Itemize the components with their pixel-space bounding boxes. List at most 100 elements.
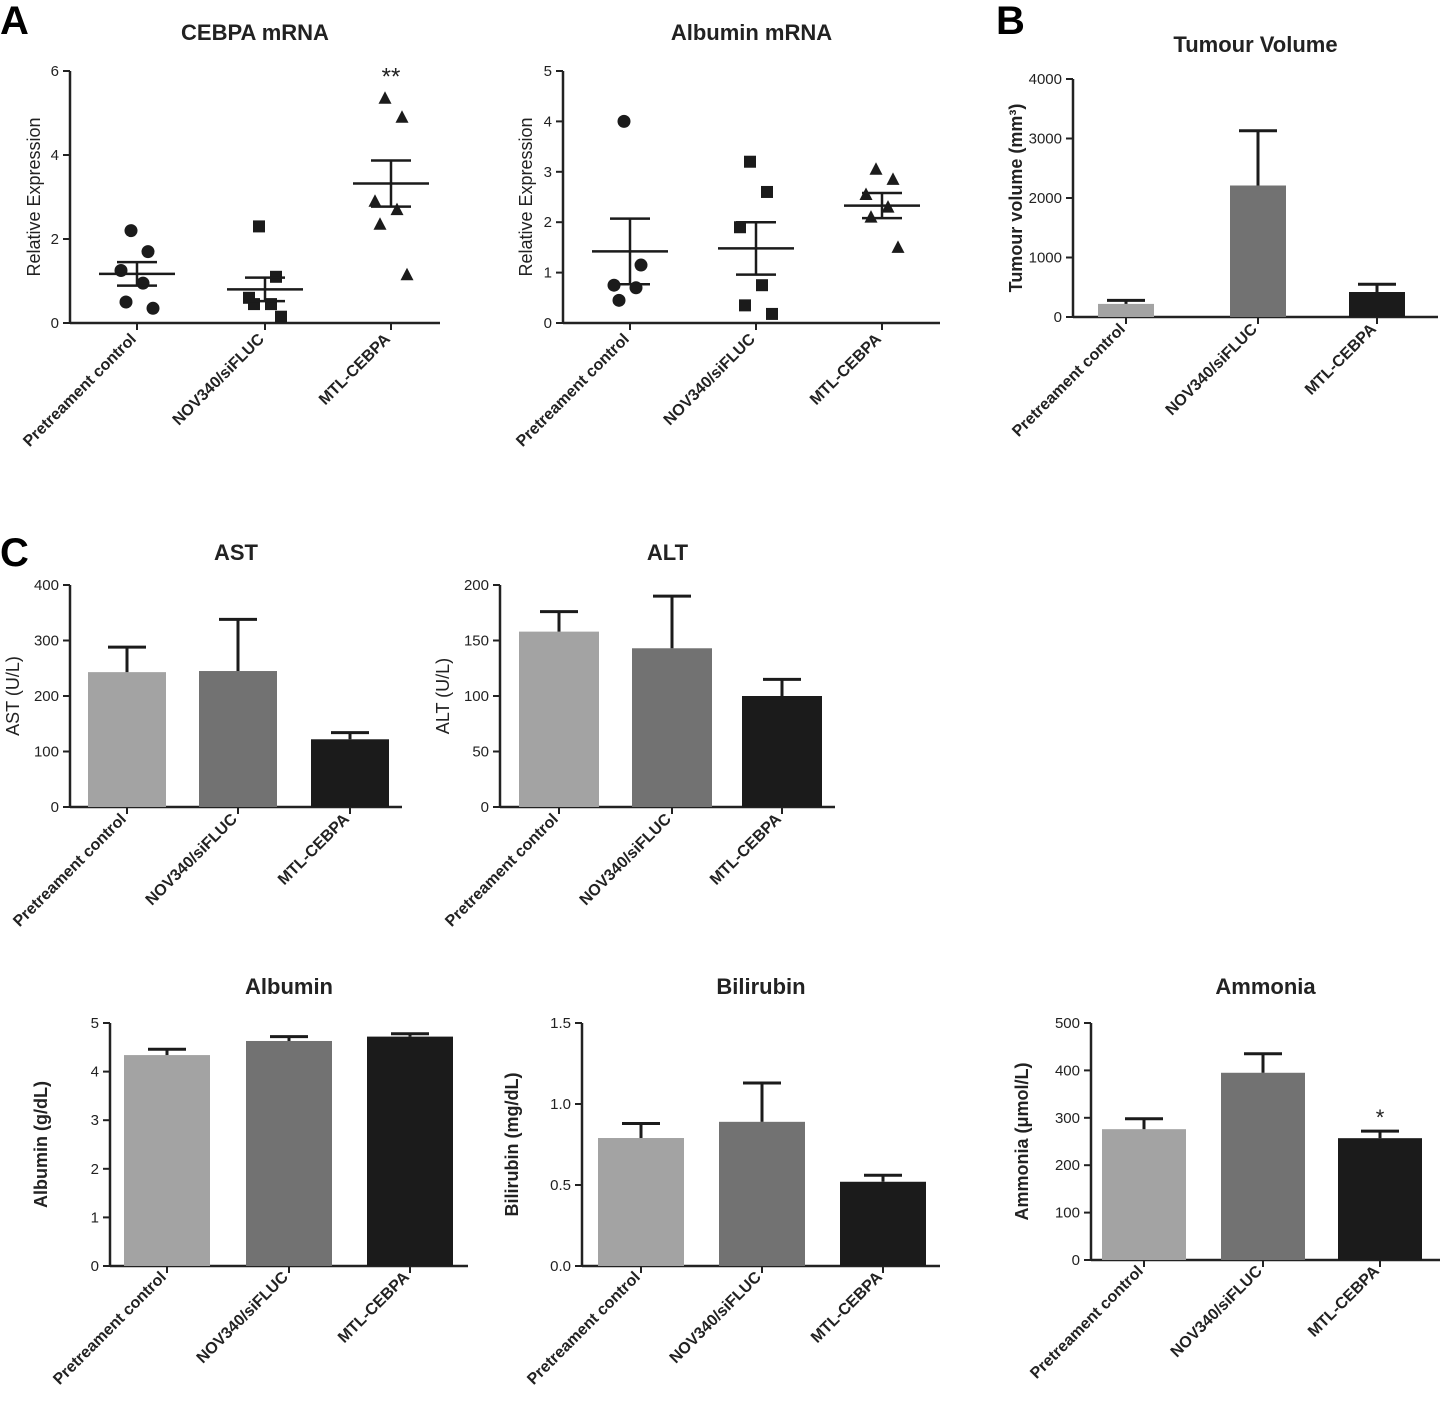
y-tick-label: 0: [1054, 309, 1062, 326]
y-tick-label: 50: [472, 744, 489, 761]
y-tick-label: 0.0: [550, 1258, 571, 1275]
significance-label: *: [1376, 1105, 1385, 1130]
x-tick-label: MTL-CEBPA: [707, 810, 785, 888]
y-tick-label: 100: [34, 744, 59, 761]
data-point: [617, 114, 631, 128]
x-tick-label: Pretreament control: [513, 331, 633, 451]
chart-title: Albumin: [245, 974, 333, 999]
chart-albumin: Albumin 0 1 2 3 4 5 Albumin (g/dL) Pretreament c…: [31, 974, 468, 1388]
data-point: [891, 240, 905, 253]
chart-title: Ammonia: [1215, 974, 1316, 999]
bar: [840, 1181, 926, 1266]
chart-bilirubin: Bilirubin 0.0 0.5 1.0 1.5 Bilirubin (mg/dL) Pr…: [502, 974, 940, 1388]
data-point: [390, 202, 404, 216]
x-tick-label: NOV340/siFLUC: [667, 1268, 765, 1366]
data-point: [734, 221, 746, 234]
panel-label-b: B: [996, 0, 1025, 43]
bar: [199, 671, 277, 807]
chart-cebpa: CEBPA mRNA 0 2 4 6 Relative Expression Pretrea…: [20, 20, 440, 450]
y-tick-label: 0: [51, 315, 59, 332]
bar: [1098, 303, 1154, 317]
data-point: [756, 279, 768, 292]
bar: [632, 648, 712, 807]
x-tick-label: NOV340/siFLUC: [1168, 1262, 1266, 1360]
y-tick-label: 0: [91, 1258, 99, 1275]
data-point: [869, 162, 883, 175]
y-axis-label: ALT (U/L): [433, 658, 453, 734]
data-point: [253, 220, 265, 233]
data-point: [136, 276, 150, 290]
significance-label: **: [382, 63, 401, 90]
y-tick-label: 400: [1055, 1062, 1080, 1079]
x-tick-label: Pretreament control: [1027, 1263, 1147, 1383]
chart-ast: AST 0 100 200 300 400 AST (U/L) Pretreament con…: [3, 540, 402, 930]
y-tick-label: 6: [51, 63, 59, 80]
data-point: [886, 172, 900, 185]
bar: [719, 1121, 805, 1266]
y-tick-label: 2: [51, 231, 59, 248]
data-point: [761, 185, 773, 198]
y-tick-label: 100: [1055, 1205, 1080, 1222]
x-tick-label: NOV340/siFLUC: [577, 810, 675, 908]
data-point: [395, 110, 409, 123]
chart-title: Bilirubin: [716, 974, 805, 999]
bar: [246, 1040, 332, 1266]
y-tick-label: 400: [34, 577, 59, 594]
x-tick-label: NOV340/siFLUC: [194, 1268, 292, 1366]
bar: [1230, 185, 1286, 317]
x-tick-label: Pretreament control: [20, 331, 140, 451]
data-point: [368, 194, 382, 207]
x-tick-label: MTL-CEBPA: [1302, 320, 1380, 398]
y-tick-label: 1.5: [550, 1015, 571, 1032]
x-tick-label: MTL-CEBPA: [275, 810, 353, 888]
charts-layer: CEBPA mRNA 0 2 4 6 Relative Expression Pretrea…: [3, 20, 1440, 1388]
y-tick-label: 1.0: [550, 1096, 571, 1113]
y-tick-label: 4000: [1029, 71, 1062, 88]
x-tick-label: MTL-CEBPA: [335, 1268, 413, 1346]
x-tick-label: MTL-CEBPA: [807, 330, 885, 408]
bar: [88, 672, 166, 807]
y-tick-label: 200: [34, 688, 59, 705]
y-tick-label: 300: [1055, 1110, 1080, 1127]
y-tick-label: 2: [91, 1161, 99, 1178]
y-tick-label: 3: [544, 164, 552, 181]
data-point: [248, 298, 260, 311]
bar: [598, 1138, 684, 1266]
data-point: [124, 224, 138, 238]
data-point: [400, 267, 414, 281]
y-axis-label: Relative Expression: [24, 117, 44, 276]
data-point: [119, 295, 133, 309]
bar: [311, 739, 389, 807]
x-tick-label: Pretreament control: [442, 811, 562, 931]
y-tick-label: 4: [91, 1064, 99, 1081]
y-tick-label: 0: [544, 315, 552, 332]
y-axis-label: Bilirubin (mg/dL): [502, 1073, 522, 1217]
y-tick-label: 2: [544, 214, 552, 231]
chart-title: ALT: [647, 540, 689, 565]
chart-title: AST: [214, 540, 259, 565]
panel-label-c: C: [0, 531, 29, 575]
panel-label-a: A: [0, 0, 29, 43]
x-tick-label: NOV340/siFLUC: [170, 330, 268, 428]
x-tick-label: Pretreament control: [1009, 321, 1129, 441]
y-tick-label: 2000: [1029, 190, 1062, 207]
bar: [519, 631, 599, 807]
x-tick-label: NOV340/siFLUC: [143, 810, 241, 908]
y-tick-label: 5: [91, 1015, 99, 1032]
y-tick-label: 0.5: [550, 1177, 571, 1194]
y-tick-label: 3: [91, 1112, 99, 1129]
data-point: [141, 245, 155, 259]
y-tick-label: 200: [1055, 1157, 1080, 1174]
y-tick-label: 4: [544, 113, 552, 130]
bar: [367, 1036, 453, 1266]
data-point: [275, 310, 287, 323]
y-tick-label: 100: [464, 688, 489, 705]
x-tick-label: MTL-CEBPA: [1305, 1262, 1383, 1340]
y-axis-label: Ammonia (μmol/L): [1012, 1062, 1032, 1220]
y-tick-label: 200: [464, 577, 489, 594]
data-point: [146, 301, 160, 315]
x-tick-label: Pretreament control: [524, 1269, 644, 1389]
y-tick-label: 1: [544, 265, 552, 282]
